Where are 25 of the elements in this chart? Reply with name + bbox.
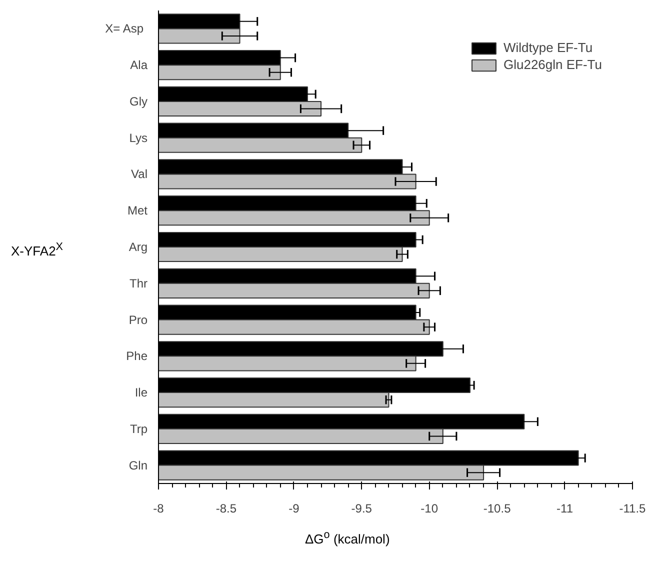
legend-label: Glu226gln EF-Tu bbox=[503, 57, 602, 72]
x-tick-label: -10.5 bbox=[483, 502, 512, 516]
y-tick-label: Gly bbox=[130, 94, 148, 108]
x-tick-label: -10 bbox=[420, 502, 438, 516]
y-tick-label: Arg bbox=[128, 240, 148, 254]
y-tick-label: Val bbox=[131, 167, 148, 182]
y-tick-label: Gln bbox=[128, 458, 148, 472]
x-tick-label: -9.5 bbox=[351, 502, 372, 516]
x-tick-label: -11.5 bbox=[619, 502, 646, 516]
y-tick-label: Thr bbox=[130, 276, 148, 290]
y-tick-label: Lys bbox=[129, 130, 148, 145]
x-axis-title: ΔG$^{o}$ (kcal/mol) bbox=[305, 528, 390, 548]
y-tick-label: Met bbox=[127, 204, 148, 218]
x-tick-label: -9 bbox=[288, 502, 300, 516]
y-axis-title: X-YFA2$^{X}$ bbox=[11, 240, 64, 260]
legend-label: Wildtype EF-Tu bbox=[503, 40, 593, 55]
x-tick-label: -8 bbox=[153, 502, 164, 516]
y-tick-label: Ala bbox=[130, 58, 148, 72]
y-tick-label: Pro bbox=[128, 312, 148, 327]
y-tick-label: Ile bbox=[134, 386, 148, 400]
x-tick-label: -8.5 bbox=[216, 502, 237, 516]
y-tick-label: X= Asp bbox=[105, 22, 144, 36]
x-tick-label: -11 bbox=[556, 502, 574, 516]
y-tick-label: Trp bbox=[130, 422, 148, 436]
y-tick-label: Phe bbox=[126, 349, 148, 364]
